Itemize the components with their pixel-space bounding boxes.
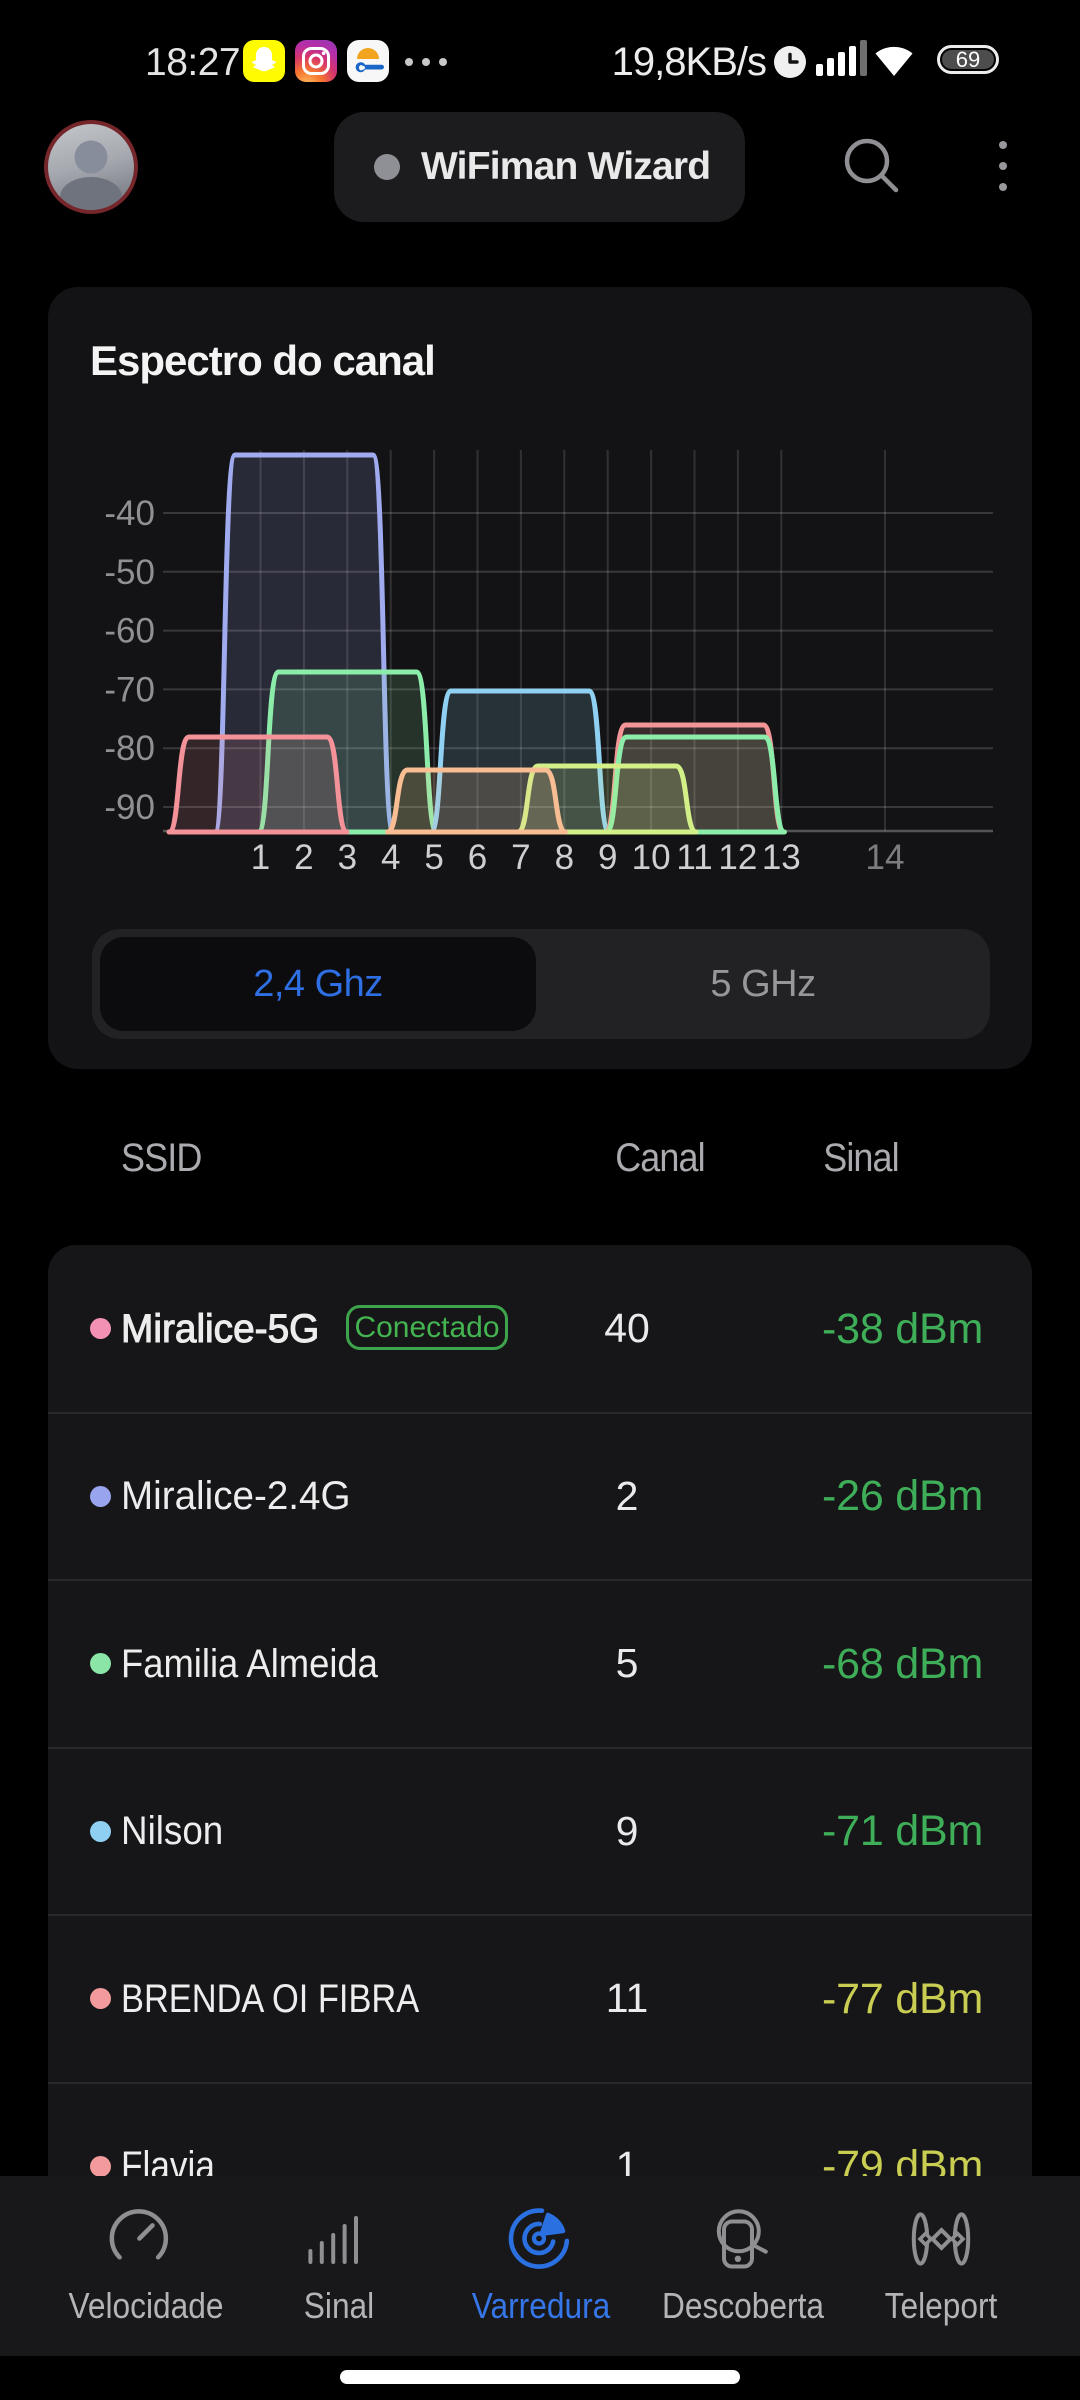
svg-text:6: 6 <box>468 838 487 877</box>
svg-text:-90: -90 <box>104 788 155 827</box>
svg-text:-60: -60 <box>104 612 155 651</box>
svg-text:14: 14 <box>866 838 905 877</box>
svg-text:7: 7 <box>511 838 530 877</box>
svg-text:10: 10 <box>632 838 671 877</box>
svg-text:5: 5 <box>424 838 443 877</box>
svg-text:3: 3 <box>338 838 357 877</box>
svg-text:12: 12 <box>718 838 757 877</box>
svg-text:1: 1 <box>251 838 270 877</box>
svg-text:8: 8 <box>555 838 574 877</box>
svg-text:9: 9 <box>598 838 617 877</box>
svg-text:-70: -70 <box>104 670 155 709</box>
svg-text:-40: -40 <box>104 494 155 533</box>
svg-text:11: 11 <box>676 838 712 877</box>
svg-text:-50: -50 <box>104 553 155 592</box>
svg-text:4: 4 <box>381 838 400 877</box>
svg-text:13: 13 <box>762 838 801 877</box>
svg-text:2: 2 <box>294 838 313 877</box>
svg-text:-80: -80 <box>104 729 155 768</box>
